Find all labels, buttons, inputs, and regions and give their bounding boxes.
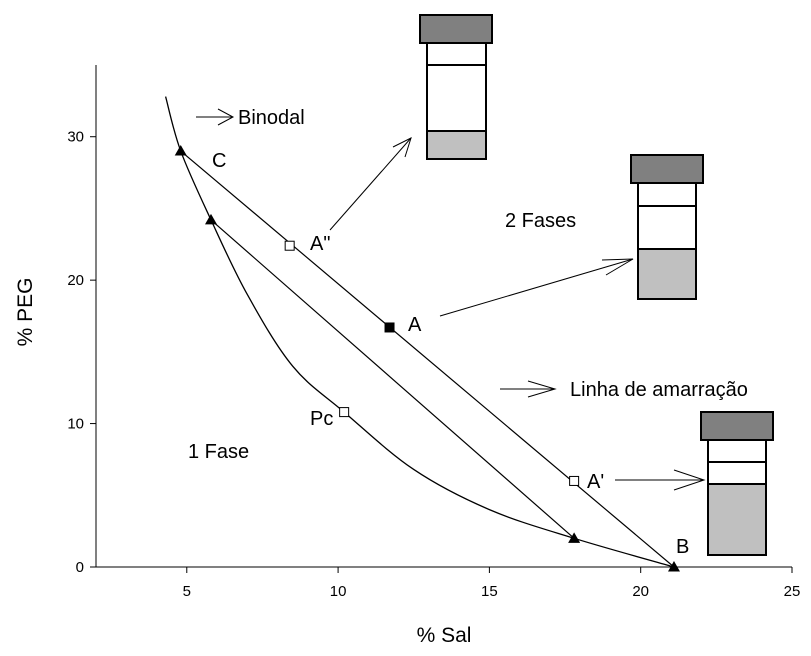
tube-top-phase-composition bbox=[419, 14, 493, 160]
tube-cap bbox=[419, 14, 493, 44]
x-axis-ticks: 5 10 15 20 25 bbox=[183, 567, 801, 600]
y-tick-label: 10 bbox=[67, 416, 84, 433]
x-tick-label: 5 bbox=[183, 583, 191, 600]
y-axis-ticks: 0 10 20 30 bbox=[67, 129, 96, 576]
a-arrow bbox=[439, 258, 634, 317]
marker-layer bbox=[174, 145, 680, 572]
triangle-point bbox=[174, 145, 187, 156]
a-double-arrow bbox=[329, 137, 412, 231]
tie-line-arrow bbox=[500, 380, 557, 398]
y-axis-title: % PEG bbox=[14, 278, 37, 347]
triangle-point bbox=[568, 532, 581, 543]
point-c-label: C bbox=[212, 150, 226, 172]
binodal-curve bbox=[164, 96, 675, 568]
tube-bottom-phase bbox=[637, 248, 697, 300]
x-tick-label: 15 bbox=[481, 583, 498, 600]
tube-cap bbox=[700, 411, 774, 441]
tube-middle-composition bbox=[630, 154, 704, 300]
tie-line bbox=[210, 219, 575, 539]
series-layer bbox=[164, 96, 675, 568]
tie-line-label: Linha de amarração bbox=[570, 379, 748, 401]
one-phase-label: 1 Fase bbox=[188, 441, 249, 463]
y-tick-label: 20 bbox=[67, 272, 84, 289]
point-a-double-label: A" bbox=[310, 233, 330, 255]
tube-bottom-phase bbox=[426, 130, 487, 160]
y-tick-label: 0 bbox=[76, 559, 84, 576]
binodal-label: Binodal bbox=[238, 107, 305, 129]
open-square-point bbox=[339, 407, 350, 418]
x-tick-label: 25 bbox=[784, 583, 801, 600]
point-b-label: B bbox=[676, 536, 689, 558]
two-phases-label: 2 Fases bbox=[505, 210, 576, 232]
point-pc-label: Pc bbox=[310, 408, 333, 430]
x-tick-label: 10 bbox=[330, 583, 347, 600]
binodal-arrow bbox=[196, 108, 235, 126]
tube-bottom-phase bbox=[707, 483, 767, 556]
point-a-prime-label: A' bbox=[587, 471, 604, 493]
point-a-label: A bbox=[408, 314, 422, 336]
filled-square-point bbox=[384, 322, 395, 333]
x-axis-title: % Sal bbox=[417, 624, 472, 647]
a-prime-arrow bbox=[615, 469, 706, 491]
annotation-arrows bbox=[196, 108, 706, 491]
tube-cap bbox=[630, 154, 704, 184]
open-square-point bbox=[284, 240, 295, 251]
tie-line bbox=[180, 150, 675, 568]
tube-bottom-phase-composition bbox=[700, 411, 774, 556]
y-tick-label: 30 bbox=[67, 129, 84, 146]
open-square-point bbox=[569, 475, 580, 486]
triangle-point bbox=[667, 561, 680, 572]
x-tick-label: 20 bbox=[632, 583, 649, 600]
triangle-point bbox=[204, 213, 217, 225]
